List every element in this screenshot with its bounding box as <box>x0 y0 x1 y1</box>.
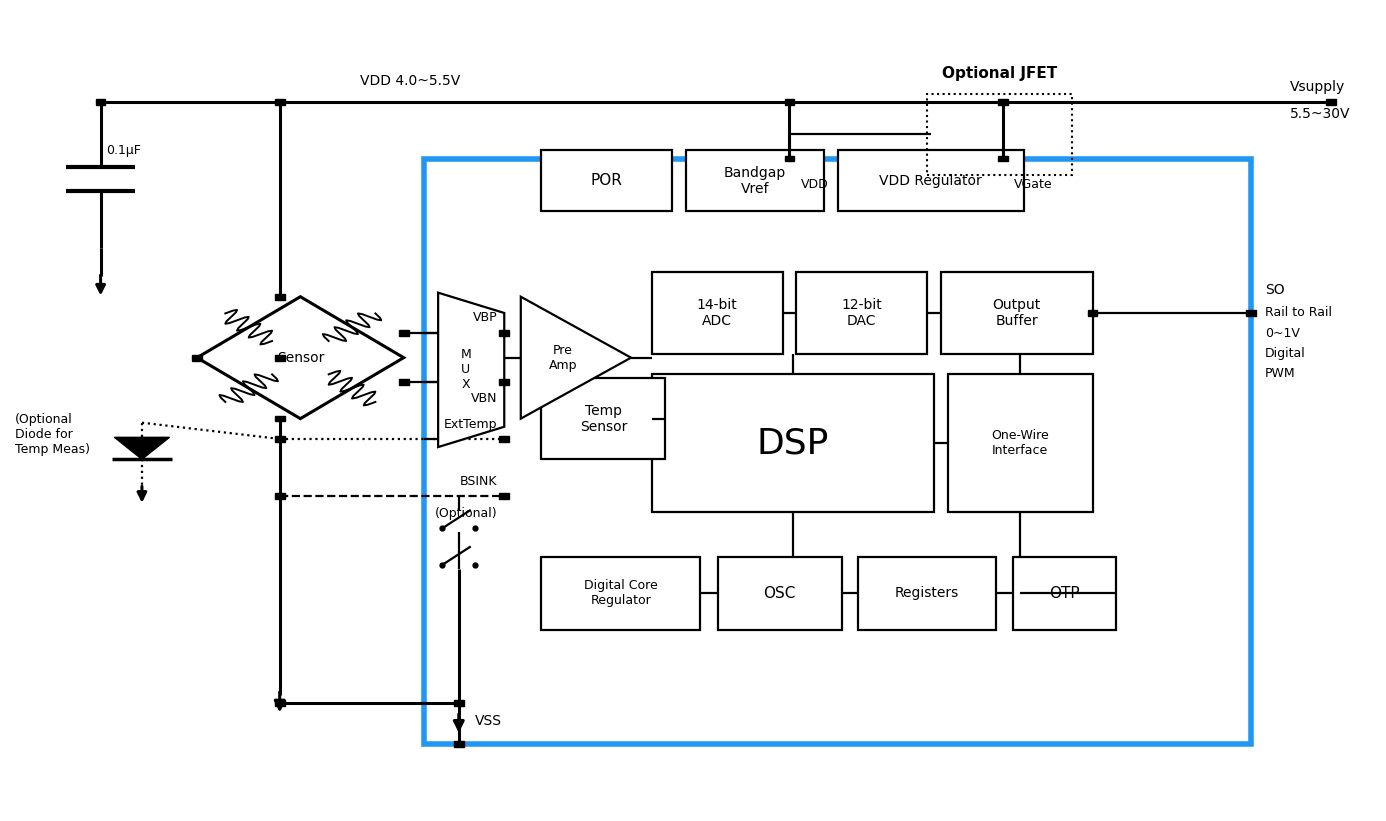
Bar <box>927 94 1071 175</box>
Text: Sensor: Sensor <box>277 351 324 365</box>
Bar <box>651 273 783 354</box>
Bar <box>499 330 509 336</box>
Bar <box>542 150 672 211</box>
Text: Digital Core
Regulator: Digital Core Regulator <box>584 580 657 608</box>
Text: Bandgap
Vref: Bandgap Vref <box>723 166 786 196</box>
Text: POR: POR <box>590 173 622 189</box>
Bar <box>1013 557 1116 630</box>
Bar <box>998 156 1008 162</box>
Text: (Optional
Diode for
Temp Meas): (Optional Diode for Temp Meas) <box>15 414 90 456</box>
Text: VDD 4.0~5.5V: VDD 4.0~5.5V <box>360 75 460 89</box>
Bar <box>274 700 284 706</box>
Bar <box>274 493 284 498</box>
Bar <box>718 557 841 630</box>
Bar <box>274 99 284 104</box>
Text: Optional JFET: Optional JFET <box>942 66 1058 80</box>
Bar <box>797 273 927 354</box>
Bar <box>499 436 509 442</box>
Bar <box>941 273 1092 354</box>
Text: (Optional): (Optional) <box>435 507 498 521</box>
Text: Pre
Amp: Pre Amp <box>549 344 577 372</box>
Bar <box>455 700 464 706</box>
Bar <box>274 355 284 360</box>
Text: BSINK: BSINK <box>460 475 498 488</box>
Bar <box>193 355 202 360</box>
Bar <box>1246 310 1256 316</box>
Bar <box>499 493 509 498</box>
Text: VDD: VDD <box>801 178 829 191</box>
Polygon shape <box>521 296 631 419</box>
Text: 12-bit
DAC: 12-bit DAC <box>841 298 881 328</box>
Text: M
U
X: M U X <box>460 348 471 392</box>
Text: VDD Regulator: VDD Regulator <box>879 174 983 188</box>
Bar <box>784 99 794 104</box>
Text: VBN: VBN <box>471 392 498 405</box>
Text: Temp
Sensor: Temp Sensor <box>579 404 626 433</box>
Text: 0~1V: 0~1V <box>1265 327 1300 340</box>
Bar <box>399 330 409 336</box>
Bar <box>424 158 1252 744</box>
Text: Output
Buffer: Output Buffer <box>992 298 1041 328</box>
Text: One-Wire
Interface: One-Wire Interface <box>991 429 1049 457</box>
Text: Rail to Rail: Rail to Rail <box>1265 306 1332 319</box>
Text: Digital: Digital <box>1265 347 1306 360</box>
Bar <box>274 415 284 421</box>
Bar <box>274 436 284 442</box>
Polygon shape <box>197 296 403 419</box>
Bar <box>542 378 665 459</box>
Bar <box>948 374 1092 512</box>
Text: 0.1µF: 0.1µF <box>107 144 141 157</box>
Text: DSP: DSP <box>757 426 829 460</box>
Text: OSC: OSC <box>764 586 796 601</box>
Bar <box>784 156 794 162</box>
Text: OTP: OTP <box>1049 586 1080 601</box>
Bar <box>837 150 1024 211</box>
Bar <box>499 379 509 385</box>
Bar <box>1326 99 1336 104</box>
Bar <box>858 557 997 630</box>
Text: VGate: VGate <box>1015 178 1052 191</box>
Polygon shape <box>438 292 505 447</box>
Bar <box>455 741 464 746</box>
Text: VSS: VSS <box>475 714 502 728</box>
Text: PWM: PWM <box>1265 368 1296 380</box>
Text: ExtTemp: ExtTemp <box>444 418 498 431</box>
Bar <box>96 99 105 104</box>
Bar <box>686 150 823 211</box>
Text: Registers: Registers <box>895 586 959 600</box>
Text: SO: SO <box>1265 283 1285 297</box>
Text: Vsupply: Vsupply <box>1289 80 1344 94</box>
Bar <box>399 379 409 385</box>
Text: 14-bit
ADC: 14-bit ADC <box>697 298 737 328</box>
Text: 5.5~30V: 5.5~30V <box>1289 107 1350 121</box>
Bar <box>274 294 284 300</box>
Polygon shape <box>115 438 169 459</box>
Bar <box>998 99 1008 104</box>
Bar <box>651 374 934 512</box>
Text: VBP: VBP <box>473 310 498 323</box>
Bar <box>542 557 700 630</box>
Bar <box>1088 310 1098 316</box>
